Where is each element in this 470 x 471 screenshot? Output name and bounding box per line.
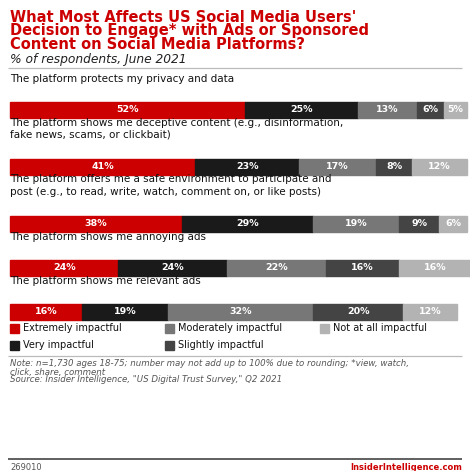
Text: Extremely impactful: Extremely impactful xyxy=(23,323,122,333)
Text: 9%: 9% xyxy=(411,219,427,228)
Bar xyxy=(326,260,399,276)
Bar xyxy=(320,324,329,333)
Bar xyxy=(403,303,457,319)
Text: 41%: 41% xyxy=(91,162,114,171)
Bar xyxy=(399,260,470,276)
Bar xyxy=(10,303,82,319)
Text: Source: Insider Intelligence, "US Digital Trust Survey," Q2 2021: Source: Insider Intelligence, "US Digita… xyxy=(10,375,282,384)
Text: 24%: 24% xyxy=(53,263,76,272)
Bar xyxy=(196,159,299,174)
Text: Decision to Engage* with Ads or Sponsored: Decision to Engage* with Ads or Sponsore… xyxy=(10,24,369,39)
Text: 12%: 12% xyxy=(428,162,451,171)
Text: 17%: 17% xyxy=(326,162,349,171)
Bar xyxy=(10,101,245,117)
Text: InsiderIntelligence.com: InsiderIntelligence.com xyxy=(350,463,462,471)
Text: 16%: 16% xyxy=(351,263,374,272)
Text: Moderately impactful: Moderately impactful xyxy=(178,323,282,333)
Text: 38%: 38% xyxy=(85,219,107,228)
Text: Not at all impactful: Not at all impactful xyxy=(333,323,427,333)
Bar xyxy=(444,101,467,117)
Text: 32%: 32% xyxy=(229,307,252,316)
Text: The platform protects my privacy and data: The platform protects my privacy and dat… xyxy=(10,73,234,83)
Bar xyxy=(313,216,399,232)
Text: 23%: 23% xyxy=(236,162,258,171)
Bar xyxy=(118,260,227,276)
Text: 12%: 12% xyxy=(419,307,442,316)
Text: The platform offers me a safe environment to participate and
post (e.g., to read: The platform offers me a safe environmen… xyxy=(10,174,331,197)
Text: Content on Social Media Platforms?: Content on Social Media Platforms? xyxy=(10,37,305,52)
Bar xyxy=(439,216,467,232)
Text: The platform shows me relevant ads: The platform shows me relevant ads xyxy=(10,276,201,285)
Text: Slightly impactful: Slightly impactful xyxy=(178,340,264,350)
Text: 19%: 19% xyxy=(345,219,367,228)
Text: % of respondents, June 2021: % of respondents, June 2021 xyxy=(10,54,187,66)
Text: Note: n=1,730 ages 18-75; number may not add up to 100% due to rounding; *view, : Note: n=1,730 ages 18-75; number may not… xyxy=(10,359,409,368)
Text: 5%: 5% xyxy=(447,105,463,114)
Text: 269010: 269010 xyxy=(10,463,42,471)
Text: 6%: 6% xyxy=(445,219,461,228)
Text: 29%: 29% xyxy=(236,219,258,228)
Text: The platform shows me deceptive content (e.g., disinformation,
fake news, scams,: The platform shows me deceptive content … xyxy=(10,117,343,140)
Bar xyxy=(417,101,444,117)
Bar xyxy=(227,260,326,276)
Text: 19%: 19% xyxy=(114,307,137,316)
Bar xyxy=(165,341,174,349)
Bar xyxy=(10,159,196,174)
Text: Very impactful: Very impactful xyxy=(23,340,94,350)
Text: 22%: 22% xyxy=(266,263,288,272)
Bar xyxy=(10,260,118,276)
Text: 25%: 25% xyxy=(290,105,313,114)
Bar xyxy=(168,303,313,319)
Bar xyxy=(313,303,403,319)
Text: The platform shows me annoying ads: The platform shows me annoying ads xyxy=(10,232,206,242)
Bar xyxy=(299,159,376,174)
Text: 16%: 16% xyxy=(35,307,57,316)
Text: click, share, comment: click, share, comment xyxy=(10,367,105,376)
Text: 20%: 20% xyxy=(347,307,369,316)
Text: 13%: 13% xyxy=(376,105,399,114)
Text: 24%: 24% xyxy=(161,263,184,272)
Bar xyxy=(10,216,182,232)
Bar xyxy=(182,216,313,232)
Bar xyxy=(82,303,168,319)
Bar xyxy=(245,101,358,117)
Bar xyxy=(376,159,412,174)
Text: 8%: 8% xyxy=(386,162,402,171)
Bar xyxy=(165,324,174,333)
Text: 6%: 6% xyxy=(423,105,439,114)
Bar xyxy=(412,159,467,174)
Bar xyxy=(10,324,19,333)
Bar xyxy=(10,341,19,349)
Bar xyxy=(358,101,417,117)
Text: What Most Affects US Social Media Users': What Most Affects US Social Media Users' xyxy=(10,10,356,25)
Text: 16%: 16% xyxy=(423,263,446,272)
Text: 52%: 52% xyxy=(116,105,139,114)
Bar xyxy=(399,216,439,232)
